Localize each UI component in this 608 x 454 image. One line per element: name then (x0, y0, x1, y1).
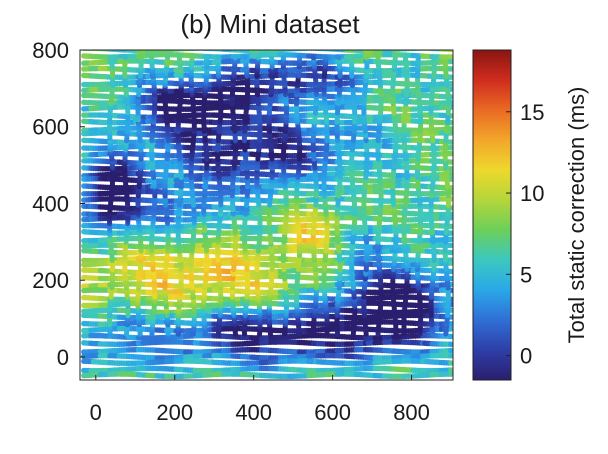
chart-title: (b) Mini dataset (180, 9, 360, 39)
survey-point (448, 50, 453, 53)
survey-point (448, 74, 453, 80)
plot-area (81, 50, 453, 380)
survey-point (448, 54, 453, 60)
survey-point (448, 66, 453, 72)
survey-point (448, 58, 453, 65)
